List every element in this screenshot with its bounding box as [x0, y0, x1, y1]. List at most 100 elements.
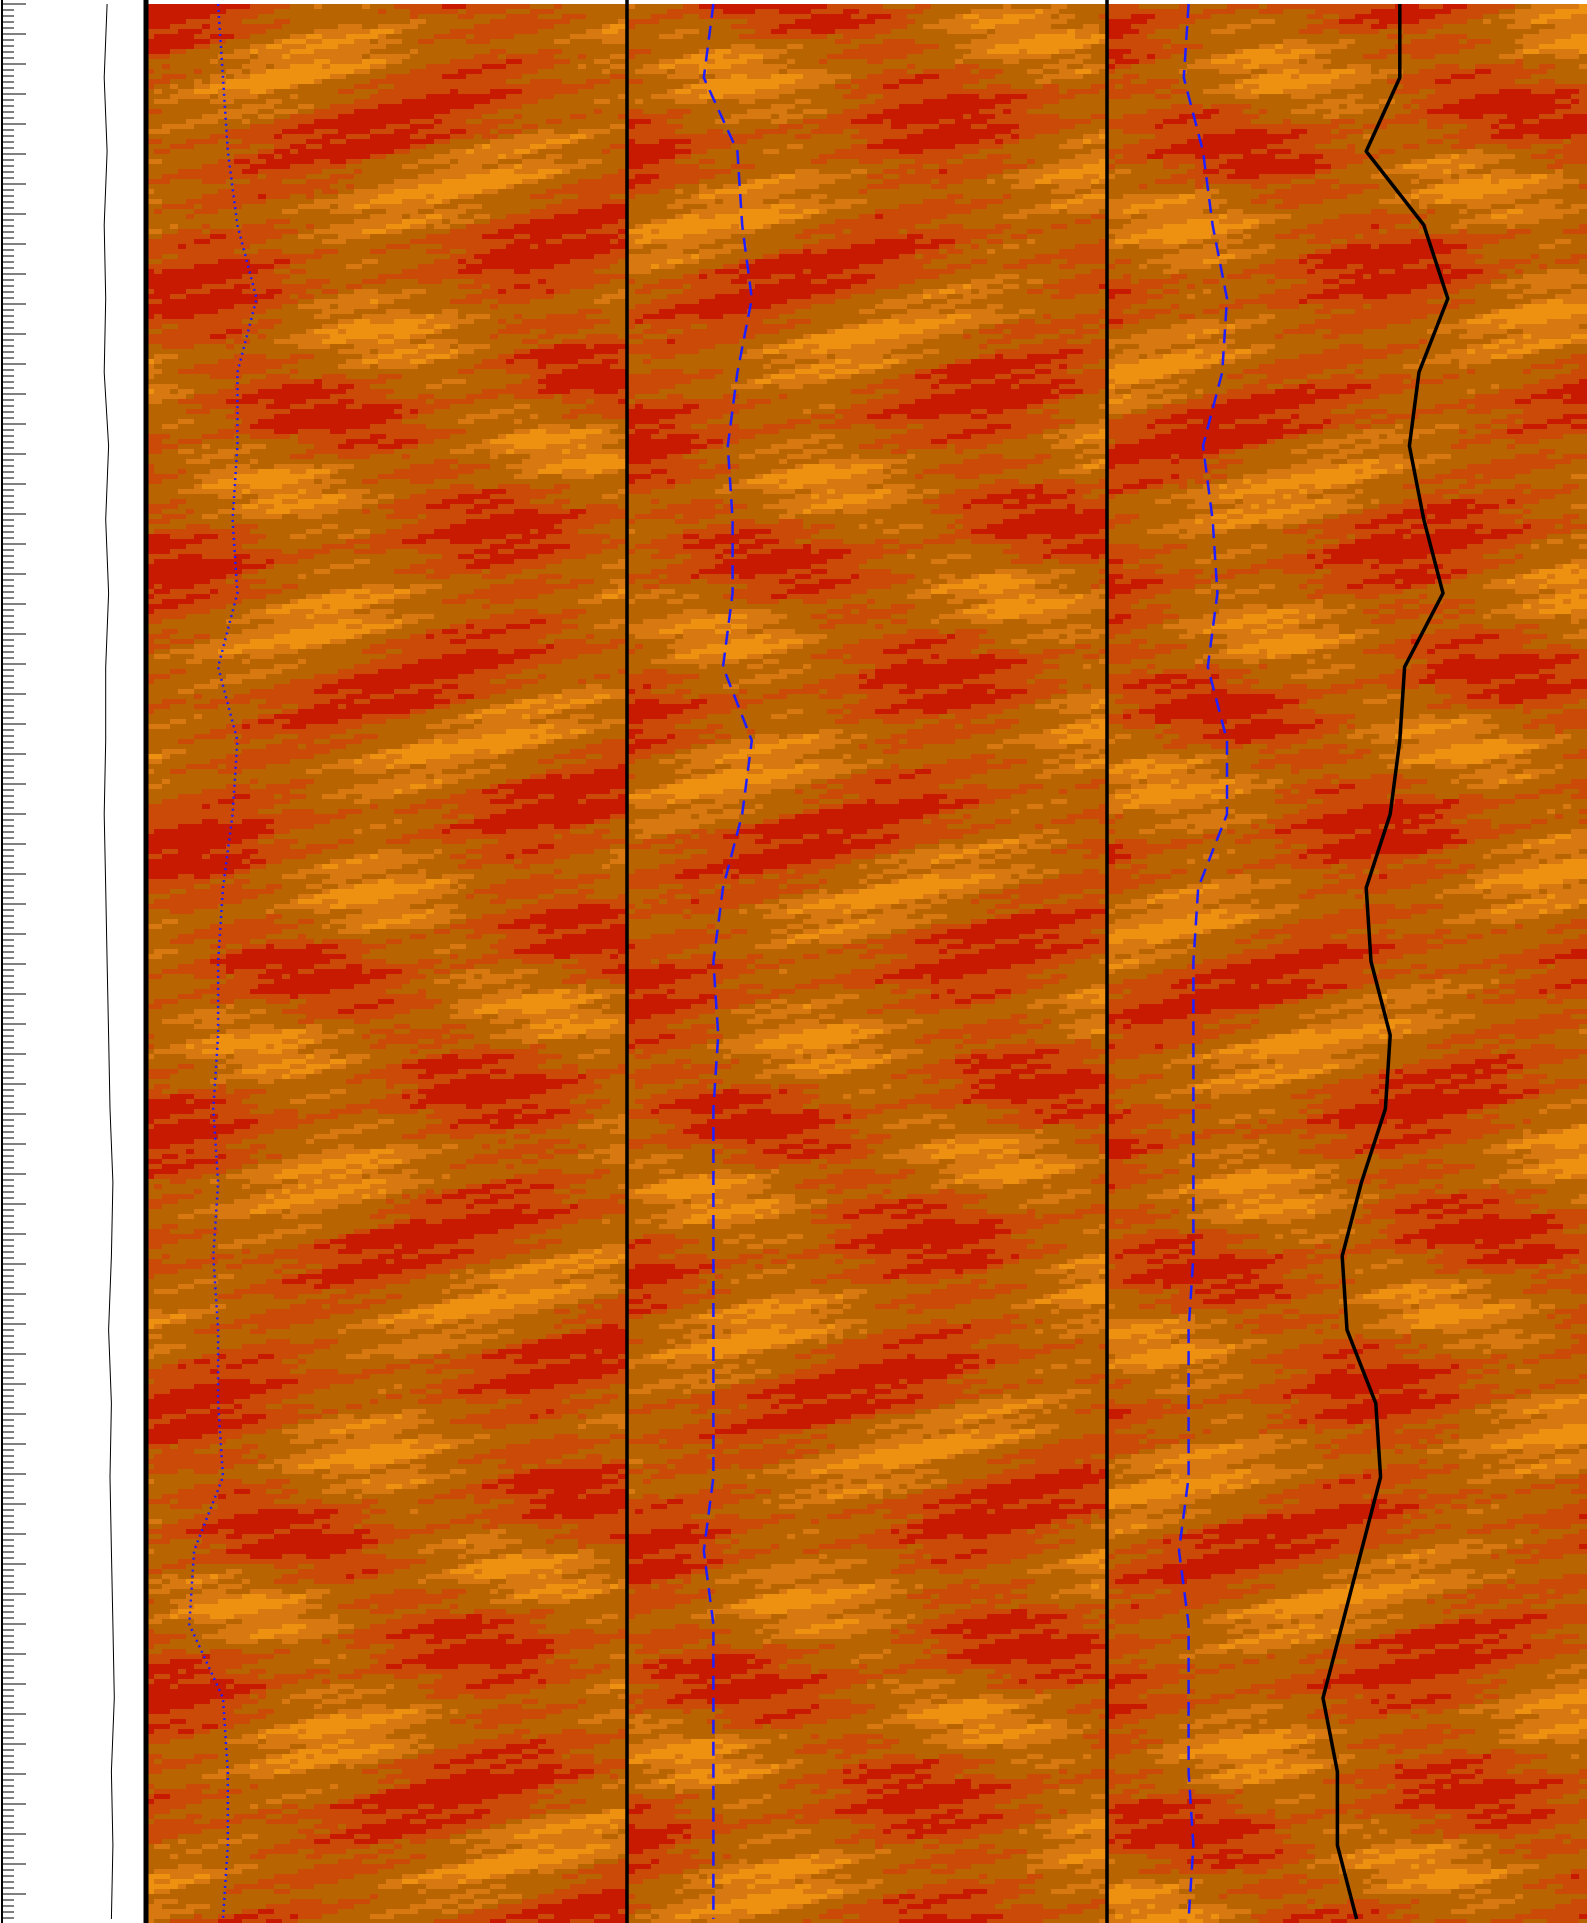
texture-cell	[314, 1459, 394, 1464]
texture-cell	[250, 1764, 258, 1769]
texture-cell	[410, 239, 514, 244]
texture-cell	[146, 1339, 266, 1344]
texture-cell	[554, 1794, 627, 1799]
texture-cell	[178, 1089, 226, 1094]
texture-cell	[362, 59, 386, 64]
texture-cell	[386, 249, 426, 254]
texture-cell	[570, 1109, 586, 1114]
texture-cell	[322, 1149, 370, 1154]
texture-cell	[498, 839, 626, 844]
texture-cell	[514, 1224, 562, 1229]
texture-cell	[378, 1344, 458, 1349]
texture-cell	[538, 179, 578, 184]
texture-cell	[218, 1584, 242, 1589]
texture-cell	[530, 144, 546, 149]
texture-cell	[458, 1694, 474, 1699]
texture-cell	[426, 339, 458, 344]
texture-cell	[234, 484, 250, 489]
texture-cell	[570, 729, 586, 734]
texture-cell	[290, 1369, 306, 1374]
texture-cell	[170, 1314, 186, 1319]
texture-cell	[426, 799, 490, 804]
texture-cell	[378, 1039, 418, 1044]
texture-cell	[202, 224, 210, 229]
texture-cell	[362, 1319, 378, 1324]
texture-cell	[386, 124, 410, 129]
texture-cell	[594, 1259, 618, 1264]
texture-cell	[386, 824, 434, 829]
texture-cell	[602, 864, 610, 869]
texture-cell	[330, 64, 370, 69]
texture-cell	[306, 489, 322, 494]
texture-cell	[370, 824, 386, 829]
texture-cell	[378, 494, 394, 499]
texture-cell	[314, 159, 330, 164]
texture-cell	[458, 1189, 490, 1194]
texture-cell	[298, 1409, 322, 1414]
texture-cell	[178, 1119, 210, 1124]
texture-cell	[394, 1414, 402, 1419]
texture-cell	[242, 1344, 330, 1349]
texture-cell	[330, 1464, 354, 1469]
texture-cell	[202, 1814, 234, 1819]
texture-cell	[234, 1574, 282, 1579]
texture-cell	[210, 589, 218, 594]
texture-cell	[322, 379, 386, 384]
texture-cell	[554, 1029, 586, 1034]
texture-cell	[202, 1829, 298, 1834]
texture-cell	[426, 634, 434, 639]
texture-cell	[346, 694, 370, 699]
texture-cell	[250, 1034, 298, 1039]
texture-cell	[554, 1749, 570, 1754]
texture-cell	[258, 149, 274, 154]
texture-cell	[466, 914, 482, 919]
texture-cell	[490, 799, 514, 804]
texture-cell	[386, 1084, 394, 1089]
texture-cell	[514, 559, 562, 564]
texture-cell	[498, 1284, 562, 1289]
texture-cell	[234, 304, 282, 309]
texture-cell	[194, 344, 226, 349]
texture-cell	[170, 909, 194, 914]
texture-cell	[426, 194, 434, 199]
texture-cell	[594, 1754, 627, 1759]
texture-cell	[426, 574, 450, 579]
texture-cell	[146, 704, 170, 709]
texture-cell	[178, 739, 194, 744]
texture-cell	[490, 599, 514, 604]
texture-cell	[610, 74, 626, 79]
texture-cell	[354, 184, 378, 189]
texture-cell	[298, 1224, 322, 1229]
texture-cell	[370, 349, 378, 354]
texture-cell	[290, 34, 306, 39]
texture-cell	[458, 1709, 482, 1714]
texture-cell	[314, 1439, 338, 1444]
texture-cell	[450, 1814, 482, 1819]
texture-cell	[178, 1214, 194, 1219]
texture-cell	[282, 589, 330, 594]
texture-cell	[514, 349, 530, 354]
texture-cell	[290, 219, 354, 224]
texture-cell	[394, 1249, 418, 1254]
texture-cell	[266, 699, 330, 704]
texture-cell	[218, 819, 242, 824]
texture-cell	[442, 1194, 466, 1199]
texture-cell	[266, 1329, 338, 1334]
texture-cell	[370, 489, 426, 494]
texture-cell	[250, 459, 258, 464]
texture-cell	[218, 769, 242, 774]
texture-cell	[218, 994, 290, 999]
texture-cell	[210, 1574, 218, 1579]
texture-cell	[242, 1834, 258, 1839]
texture-cell	[474, 1519, 490, 1524]
texture-cell	[594, 1304, 602, 1309]
texture-cell	[298, 1179, 314, 1184]
texture-cell	[146, 394, 186, 399]
texture-cell	[146, 524, 186, 529]
texture-cell	[146, 444, 178, 449]
texture-cell	[450, 1124, 458, 1129]
texture-cell	[266, 1479, 290, 1484]
texture-cell	[274, 494, 298, 499]
texture-cell	[362, 264, 418, 269]
texture-cell	[194, 1604, 282, 1609]
